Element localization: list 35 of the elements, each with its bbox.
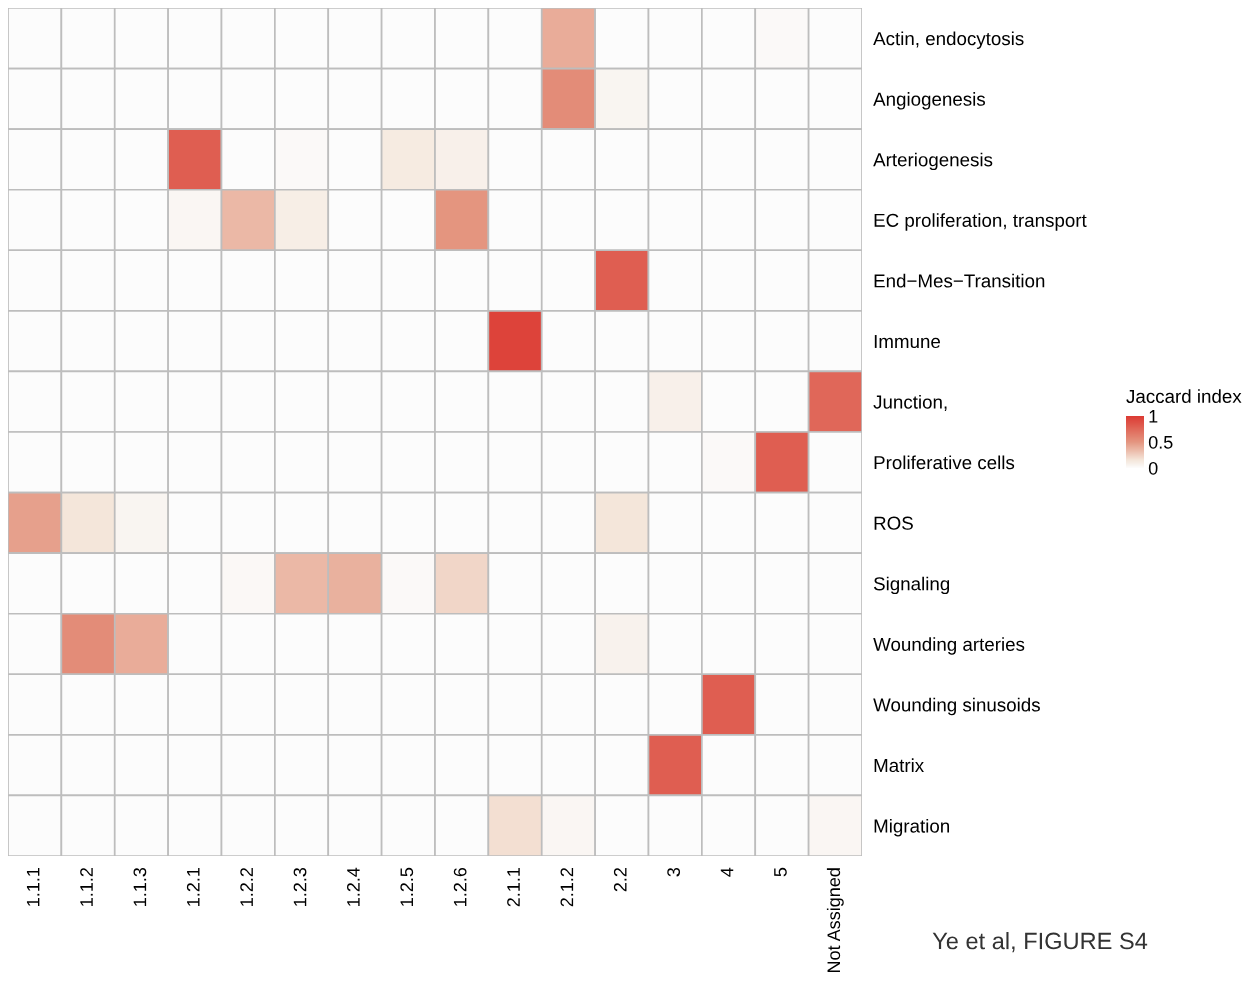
x-tick-label: 1.2.4 [347, 867, 360, 906]
y-tick-label: Signaling [873, 576, 950, 595]
y-tick-label: Matrix [874, 758, 924, 773]
x-tick-label: 1.2.5 [400, 867, 414, 906]
x-tick-label: Not Assigned [826, 868, 844, 973]
x-tick-label: 5 [774, 867, 787, 877]
x-tick-label: 1.2.2 [240, 868, 253, 906]
x-tick-label: 1.1.3 [133, 867, 147, 906]
text: Ye et al, FIGURE S4 [932, 931, 1148, 953]
y-tick-label: Angiogenesis [873, 92, 986, 110]
x-tick-label: 1.1.2 [80, 868, 93, 906]
x-tick-label: 1.2.1 [186, 867, 200, 906]
x-tick-label: 2.1.1 [507, 867, 520, 907]
x-tick-label: 4 [720, 867, 734, 877]
y-tick-label: Wounding sinusoids [873, 697, 1040, 716]
color-bar-label: 0 [1148, 461, 1158, 475]
y-tick-label: Wounding arteries [873, 637, 1025, 655]
y-tick-label: ROS [874, 516, 913, 530]
x-tick-label: 2.1.2 [560, 868, 574, 907]
x-tick-label: 1.2.6 [453, 867, 467, 906]
color-bar-title: Jaccard index [1126, 389, 1242, 404]
x-tick-label: 1.2.3 [293, 867, 307, 906]
x-tick-label: 3 [667, 867, 681, 877]
y-tick-label: Migration [874, 818, 950, 837]
y-tick-label: End−Mes−Transition [874, 273, 1045, 288]
y-tick-label: Proliferative cells [874, 455, 1015, 470]
y-tick-label: Junction, [873, 394, 947, 411]
y-tick-label: Immune [874, 335, 941, 349]
y-tick-label: EC proliferation, transport [874, 213, 1087, 231]
y-tick-label: Arteriogenesis [873, 152, 993, 171]
color-bar-label: 0.5 [1148, 435, 1173, 449]
color-bar-label: 1 [1149, 410, 1158, 423]
x-tick-label: 1.1.1 [26, 867, 40, 906]
y-tick-label: Actin, endocytosis [873, 31, 1024, 49]
x-tick-label: 2.2 [613, 868, 627, 892]
